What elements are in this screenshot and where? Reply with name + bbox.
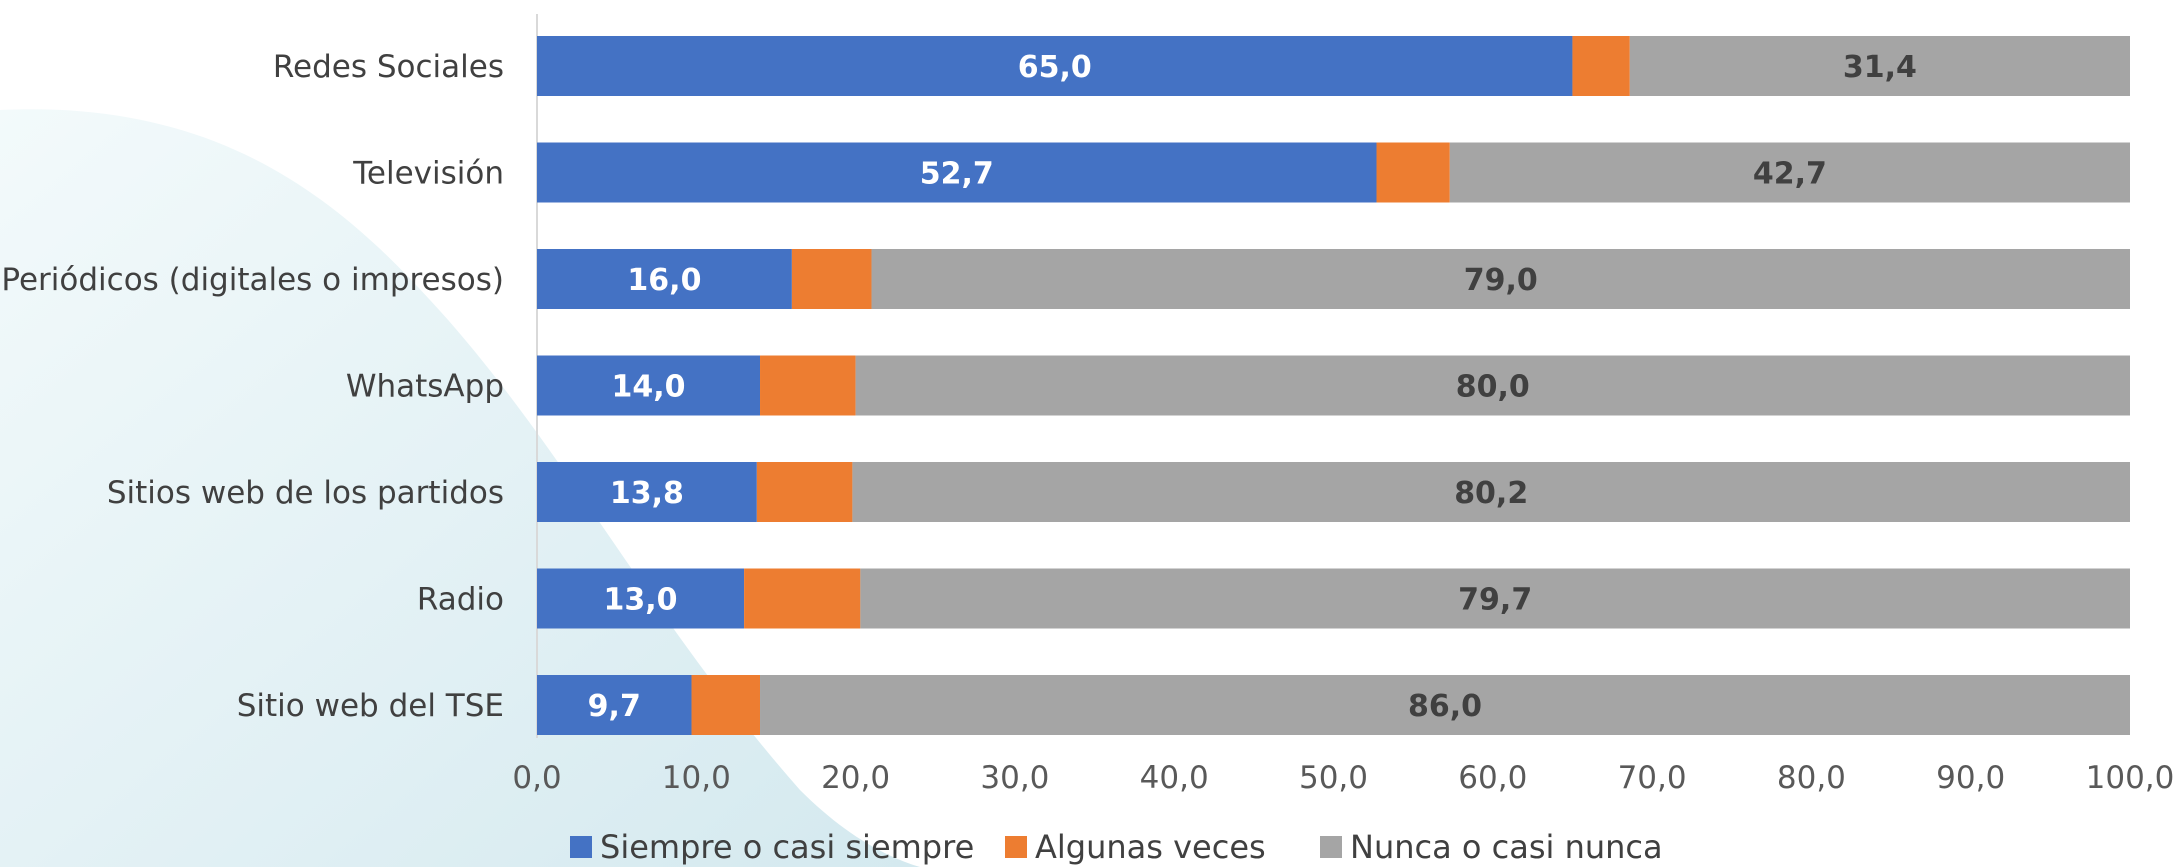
bar-segment [1629,36,2130,96]
bar-segment [744,568,861,629]
bar-value-label: 16,0 [627,263,701,298]
legend: Siempre o casi siempre Algunas veces Nunca… [570,828,1663,866]
legend-swatch [1005,836,1027,858]
bar-value-label: 14,0 [611,370,685,405]
bar-value-labels: 65,0 31,4 52,7 42,7 16,0 79,0 14,0 80,0 13,8 80,2… [588,50,1917,724]
x-tick-label: 80,0 [1777,760,1846,796]
bar-value-label: 31,4 [1843,50,1917,85]
x-tick-label: 40,0 [1140,760,1209,796]
bar-value-label: 80,0 [1456,370,1530,405]
bar-segment [1572,36,1630,96]
x-tick-label: 100,0 [2086,760,2175,796]
legend-label: Siempre o casi siempre [600,828,974,866]
category-label: Redes Sociales [273,49,504,85]
category-label: Periódicos (digitales o impresos) [1,262,504,298]
bar-segment [1449,142,2130,203]
x-tick-label: 90,0 [1936,760,2005,796]
legend-swatch [1320,836,1342,858]
bar-value-label: 79,7 [1458,583,1532,618]
bar-segment [537,355,761,416]
x-tick-label: 0,0 [512,760,561,796]
x-tick-label: 20,0 [821,760,890,796]
bar-value-label: 13,0 [604,583,678,618]
bar-value-label: 9,7 [588,689,641,724]
bar-segment [537,36,1573,96]
legend-swatch [570,836,592,858]
bar-segment [852,462,2130,522]
bar-segment [855,355,2130,416]
bar-value-label: 13,8 [610,476,684,511]
bar-segment [537,249,792,309]
category-label: Sitio web del TSE [237,688,504,724]
bar-segment [537,462,757,522]
bar-segment [760,355,856,416]
bar-segment [760,675,2130,735]
bar-segment [756,462,853,522]
bar-value-label: 86,0 [1408,689,1482,724]
category-labels: Redes Sociales Televisión Periódicos (digi… [1,49,504,724]
bar-value-label: 79,0 [1464,263,1538,298]
bar-value-label: 65,0 [1018,50,1092,85]
x-tick-label: 30,0 [980,760,1049,796]
legend-label: Algunas veces [1035,828,1266,866]
bar-segment [537,568,745,629]
bar-segment [537,142,1377,203]
bar-segment [860,568,2130,629]
x-tick-label: 50,0 [1299,760,1368,796]
bar-segment [537,675,692,735]
bar-value-label: 52,7 [920,157,994,192]
x-tick-label: 70,0 [1618,760,1687,796]
bar-segment [691,675,761,735]
category-label: Radio [417,582,504,618]
category-label: Televisión [352,156,504,192]
bars-group [537,36,2130,735]
category-label: WhatsApp [346,369,504,405]
bar-segment [791,249,872,309]
category-label: Sitios web de los partidos [107,475,504,511]
bar-value-label: 80,2 [1454,476,1528,511]
x-axis-tick-labels: 0,0 10,0 20,0 30,0 40,0 50,0 60,0 70,0 80,0 90,0 1… [512,760,2174,796]
bar-value-label: 42,7 [1753,157,1827,192]
bar-segment [1376,142,1450,203]
bar-segment [871,249,2130,309]
x-tick-label: 60,0 [1458,760,1527,796]
x-tick-label: 10,0 [662,760,731,796]
legend-label: Nunca o casi nunca [1350,828,1663,866]
